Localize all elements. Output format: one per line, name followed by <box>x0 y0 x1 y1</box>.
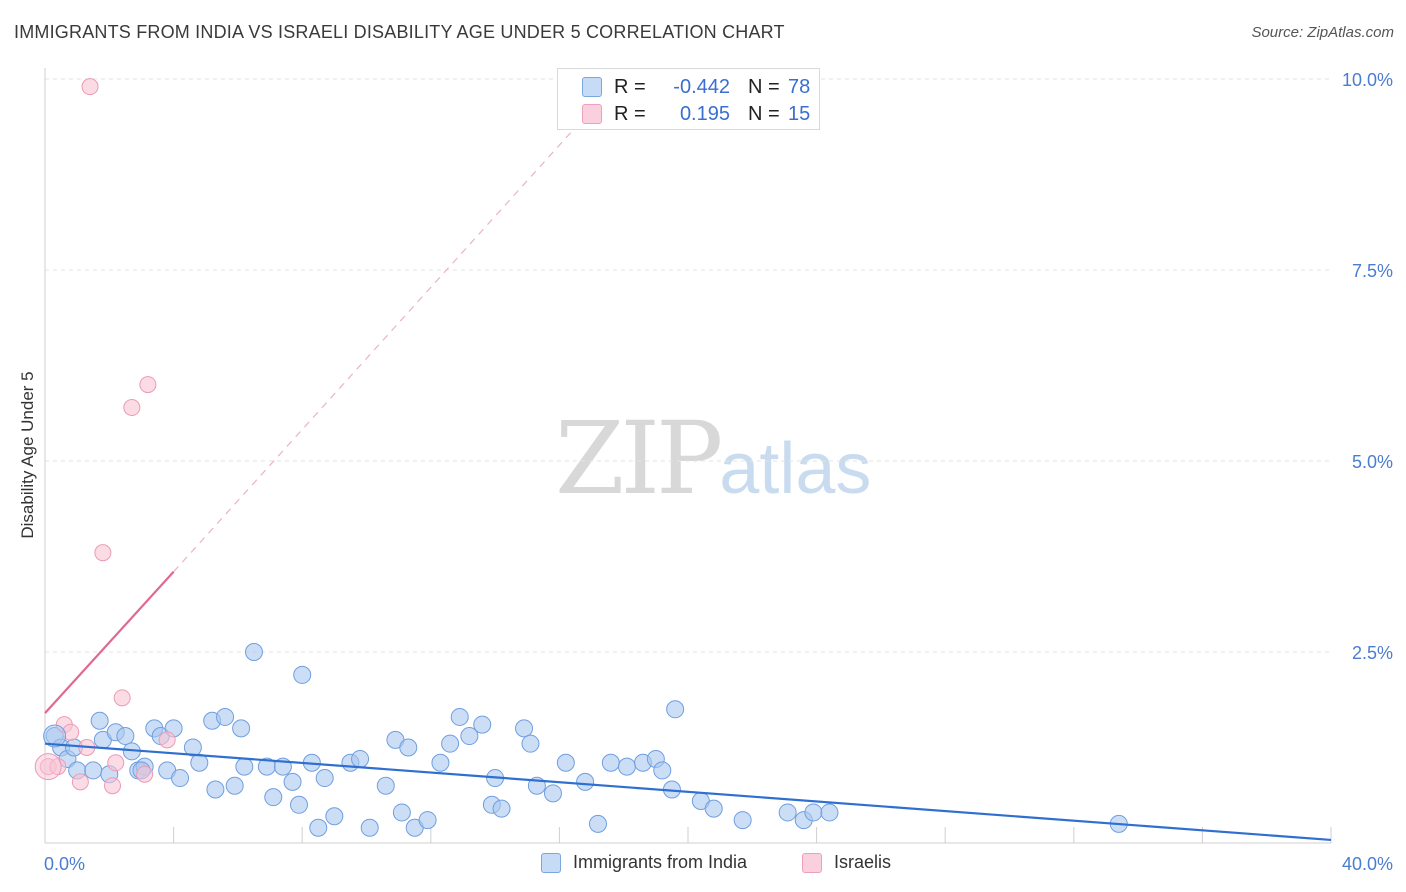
watermark-zip: ZIP <box>555 400 723 517</box>
india-point <box>325 807 344 826</box>
legend-swatch-pink <box>802 852 822 873</box>
india-point <box>289 795 308 814</box>
india-point <box>283 772 302 791</box>
israelis-point <box>139 376 157 394</box>
legend-n-label: N = <box>748 75 780 98</box>
legend-label-india: Immigrants from India <box>573 852 748 872</box>
india-point <box>492 799 511 818</box>
watermark-atlas: atlas <box>719 429 872 509</box>
correlation-legend: R = -0.442 N = 78 R = 0.195 N = 15 <box>557 68 820 130</box>
india-point <box>190 753 209 772</box>
india-point <box>473 715 492 734</box>
india-point <box>244 643 263 661</box>
series-legend: Immigrants from India Israelis <box>0 852 1406 878</box>
india-point <box>264 788 283 807</box>
india-point <box>601 753 620 772</box>
india-point <box>293 665 312 684</box>
india-point <box>232 719 251 738</box>
y-tick-label: 2.5% <box>1352 643 1393 663</box>
y-axis-label: Disability Age Under 5 <box>18 371 37 539</box>
india-point <box>351 749 370 768</box>
india-point <box>556 753 575 772</box>
israelis-trend-dashed <box>173 109 592 573</box>
y-tick-label: 7.5% <box>1352 261 1393 281</box>
india-point <box>733 811 752 830</box>
india-point <box>617 757 636 776</box>
legend-r-value: 0.195 <box>679 102 730 125</box>
israelis-point <box>136 765 154 783</box>
india-point <box>515 719 534 738</box>
israelis-point <box>104 777 122 795</box>
india-point <box>183 738 202 757</box>
y-tick-label: 5.0% <box>1352 452 1393 472</box>
israelis-point <box>81 78 99 96</box>
watermark: ZIPatlas <box>555 400 871 517</box>
india-point <box>225 776 244 795</box>
israelis-point <box>71 773 89 791</box>
india-point <box>543 784 562 803</box>
israelis-point <box>94 544 112 562</box>
india-point <box>116 727 135 746</box>
india-point <box>431 753 450 772</box>
legend-item-israelis[interactable]: Israelis <box>802 852 891 873</box>
legend-n-label: N = <box>748 102 780 125</box>
india-point <box>90 711 109 730</box>
legend-n-value: 15 <box>788 102 811 125</box>
india-point <box>376 776 395 795</box>
legend-r-label: R = <box>614 75 646 98</box>
legend-swatch-pink <box>582 104 602 124</box>
israelis-point <box>123 399 141 417</box>
legend-r-label: R = <box>614 102 646 125</box>
india-point <box>84 761 103 780</box>
india-point <box>235 757 254 776</box>
legend-n-value: 78 <box>788 75 811 98</box>
israelis-point <box>158 731 176 749</box>
india-point <box>309 818 328 837</box>
india-point <box>441 734 460 753</box>
india-point <box>521 734 540 753</box>
india-point <box>43 724 67 748</box>
india-point <box>704 799 723 818</box>
india-point <box>216 707 235 726</box>
india-point <box>588 814 607 833</box>
legend-r-value: -0.442 <box>673 75 730 98</box>
india-point <box>778 803 797 822</box>
legend-swatch-blue <box>541 852 561 873</box>
chart-title: IMMIGRANTS FROM INDIA VS ISRAELI DISABIL… <box>14 22 785 42</box>
israelis-trend-line <box>44 571 175 714</box>
india-point <box>399 738 418 757</box>
india-point <box>171 769 190 788</box>
legend-item-india[interactable]: Immigrants from India <box>541 852 747 873</box>
india-point <box>315 769 334 788</box>
legend-row-israelis: R = 0.195 N = 15 <box>582 102 810 126</box>
india-point <box>460 727 479 746</box>
india-point <box>576 772 595 791</box>
source-label: Source: ZipAtlas.com <box>1251 24 1394 41</box>
x-tick-label: 40.0% <box>1342 854 1393 874</box>
india-point <box>653 761 672 780</box>
india-point <box>206 780 225 799</box>
india-point <box>820 803 839 822</box>
india-trend-line <box>44 742 1332 842</box>
india-point <box>804 803 823 822</box>
india-point <box>666 700 685 719</box>
y-tick-label: 10.0% <box>1342 70 1393 90</box>
india-point <box>450 707 469 726</box>
israelis-point <box>113 689 131 707</box>
israelis-point <box>107 754 125 772</box>
legend-row-india: R = -0.442 N = 78 <box>582 75 810 99</box>
legend-swatch-blue <box>582 77 602 97</box>
israelis-point <box>34 753 62 781</box>
india-point <box>418 811 437 830</box>
india-point <box>360 818 379 837</box>
x-tick-label: 0.0% <box>44 854 85 874</box>
india-point <box>392 803 411 822</box>
legend-label-israelis: Israelis <box>834 852 892 872</box>
